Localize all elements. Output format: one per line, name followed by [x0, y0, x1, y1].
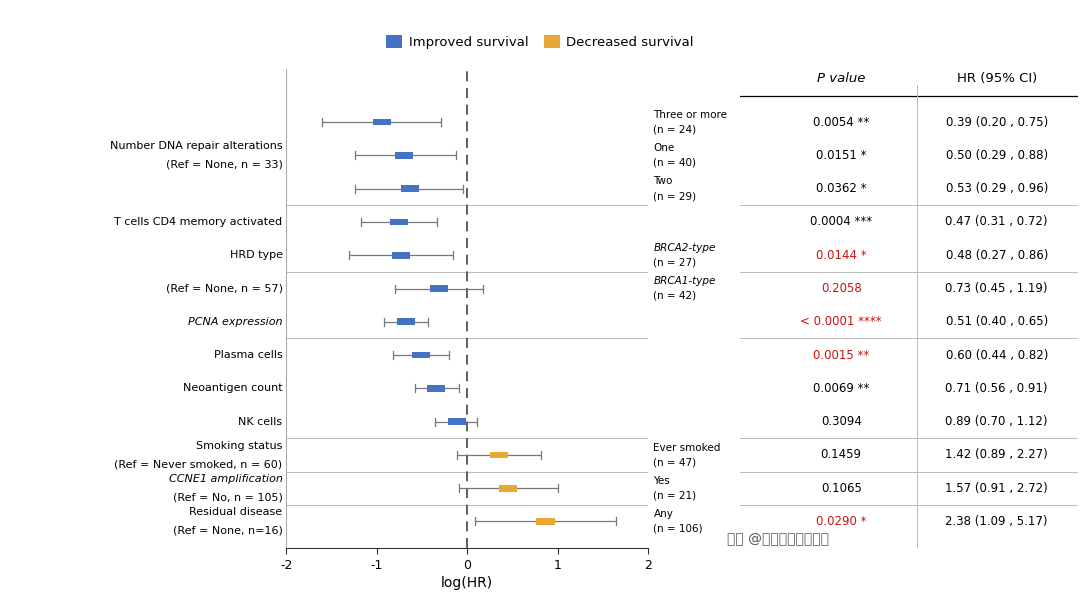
Text: 0.39 (0.20 , 0.75): 0.39 (0.20 , 0.75)	[946, 116, 1048, 129]
Text: 头条 @医学顾问组蓝融合: 头条 @医学顾问组蓝融合	[727, 532, 828, 546]
Text: 0.51 (0.40 , 0.65): 0.51 (0.40 , 0.65)	[946, 315, 1048, 328]
Bar	[390, 219, 408, 225]
Text: NK cells: NK cells	[239, 417, 283, 426]
Text: (n = 47): (n = 47)	[653, 457, 697, 467]
Text: (n = 42): (n = 42)	[653, 291, 697, 301]
Text: 2.38 (1.09 , 5.17): 2.38 (1.09 , 5.17)	[945, 515, 1048, 528]
Text: 1.57 (0.91 , 2.72): 1.57 (0.91 , 2.72)	[945, 482, 1048, 495]
Text: 0.0015 **: 0.0015 **	[813, 349, 869, 362]
Text: < 0.0001 ****: < 0.0001 ****	[800, 315, 882, 328]
Bar	[401, 185, 419, 192]
Text: 0.0362 *: 0.0362 *	[816, 182, 866, 195]
Text: 0.48 (0.27 , 0.86): 0.48 (0.27 , 0.86)	[945, 249, 1048, 262]
Text: 0.1065: 0.1065	[821, 482, 862, 495]
Text: Two: Two	[653, 176, 673, 186]
Text: BRCA2-type: BRCA2-type	[653, 243, 716, 253]
Bar	[430, 285, 448, 292]
Text: 0.3094: 0.3094	[821, 415, 862, 428]
Text: (Ref = None, n = 33): (Ref = None, n = 33)	[165, 160, 283, 170]
Text: 0.0144 *: 0.0144 *	[815, 249, 866, 262]
Text: (Ref = None, n=16): (Ref = None, n=16)	[173, 526, 283, 536]
Text: 0.0069 **: 0.0069 **	[813, 382, 869, 395]
Text: 0.73 (0.45 , 1.19): 0.73 (0.45 , 1.19)	[945, 282, 1048, 295]
Text: CCNE1 amplification: CCNE1 amplification	[168, 474, 283, 484]
Text: PCNA expression: PCNA expression	[188, 317, 283, 327]
Text: (n = 106): (n = 106)	[653, 524, 703, 534]
Text: (n = 24): (n = 24)	[653, 125, 697, 134]
Legend: Improved survival, Decreased survival: Improved survival, Decreased survival	[381, 30, 699, 54]
Text: 0.53 (0.29 , 0.96): 0.53 (0.29 , 0.96)	[945, 182, 1048, 195]
Text: (n = 21): (n = 21)	[653, 491, 697, 501]
Text: 0.71 (0.56 , 0.91): 0.71 (0.56 , 0.91)	[945, 382, 1048, 395]
Text: 0.47 (0.31 , 0.72): 0.47 (0.31 , 0.72)	[945, 216, 1048, 228]
Text: BRCA1-type: BRCA1-type	[653, 276, 716, 286]
Text: T cells CD4 memory activated: T cells CD4 memory activated	[114, 217, 283, 227]
Bar	[489, 452, 508, 458]
Text: 0.50 (0.29 , 0.88): 0.50 (0.29 , 0.88)	[946, 149, 1048, 162]
Text: 0.0290 *: 0.0290 *	[816, 515, 866, 528]
X-axis label: log(HR): log(HR)	[441, 576, 494, 589]
Text: Plasma cells: Plasma cells	[214, 350, 283, 360]
Text: Any: Any	[653, 509, 673, 519]
Text: HR (95% CI): HR (95% CI)	[957, 72, 1037, 86]
Text: 0.0004 ***: 0.0004 ***	[810, 216, 873, 228]
Bar	[395, 152, 414, 159]
Bar	[447, 418, 465, 425]
Text: HRD type: HRD type	[230, 250, 283, 260]
Bar	[499, 485, 517, 492]
Text: (n = 27): (n = 27)	[653, 258, 697, 268]
Text: Number DNA repair alterations: Number DNA repair alterations	[110, 141, 283, 151]
Text: 0.2058: 0.2058	[821, 282, 862, 295]
Text: (Ref = Never smoked, n = 60): (Ref = Never smoked, n = 60)	[114, 459, 283, 469]
Text: Neoantigen count: Neoantigen count	[183, 383, 283, 394]
Bar	[397, 319, 415, 325]
Text: Ever smoked: Ever smoked	[653, 443, 720, 453]
Text: 1.42 (0.89 , 2.27): 1.42 (0.89 , 2.27)	[945, 449, 1048, 461]
Bar	[392, 252, 409, 259]
Text: (Ref = No, n = 105): (Ref = No, n = 105)	[173, 492, 283, 503]
Bar	[427, 385, 445, 392]
Text: P value: P value	[818, 72, 865, 86]
Text: Yes: Yes	[653, 476, 671, 486]
Text: Residual disease: Residual disease	[189, 507, 283, 517]
Text: 0.0151 *: 0.0151 *	[816, 149, 866, 162]
Bar	[411, 352, 430, 358]
Bar	[537, 518, 554, 525]
Text: One: One	[653, 143, 675, 153]
Text: 0.60 (0.44 , 0.82): 0.60 (0.44 , 0.82)	[945, 349, 1048, 362]
Bar	[373, 119, 391, 125]
Text: (n = 29): (n = 29)	[653, 191, 697, 201]
Text: (Ref = None, n = 57): (Ref = None, n = 57)	[165, 283, 283, 294]
Text: Smoking status: Smoking status	[197, 441, 283, 450]
Text: 0.89 (0.70 , 1.12): 0.89 (0.70 , 1.12)	[945, 415, 1048, 428]
Text: Three or more: Three or more	[653, 110, 728, 120]
Text: (n = 40): (n = 40)	[653, 158, 697, 168]
Text: 0.1459: 0.1459	[821, 449, 862, 461]
Text: 0.0054 **: 0.0054 **	[813, 116, 869, 129]
